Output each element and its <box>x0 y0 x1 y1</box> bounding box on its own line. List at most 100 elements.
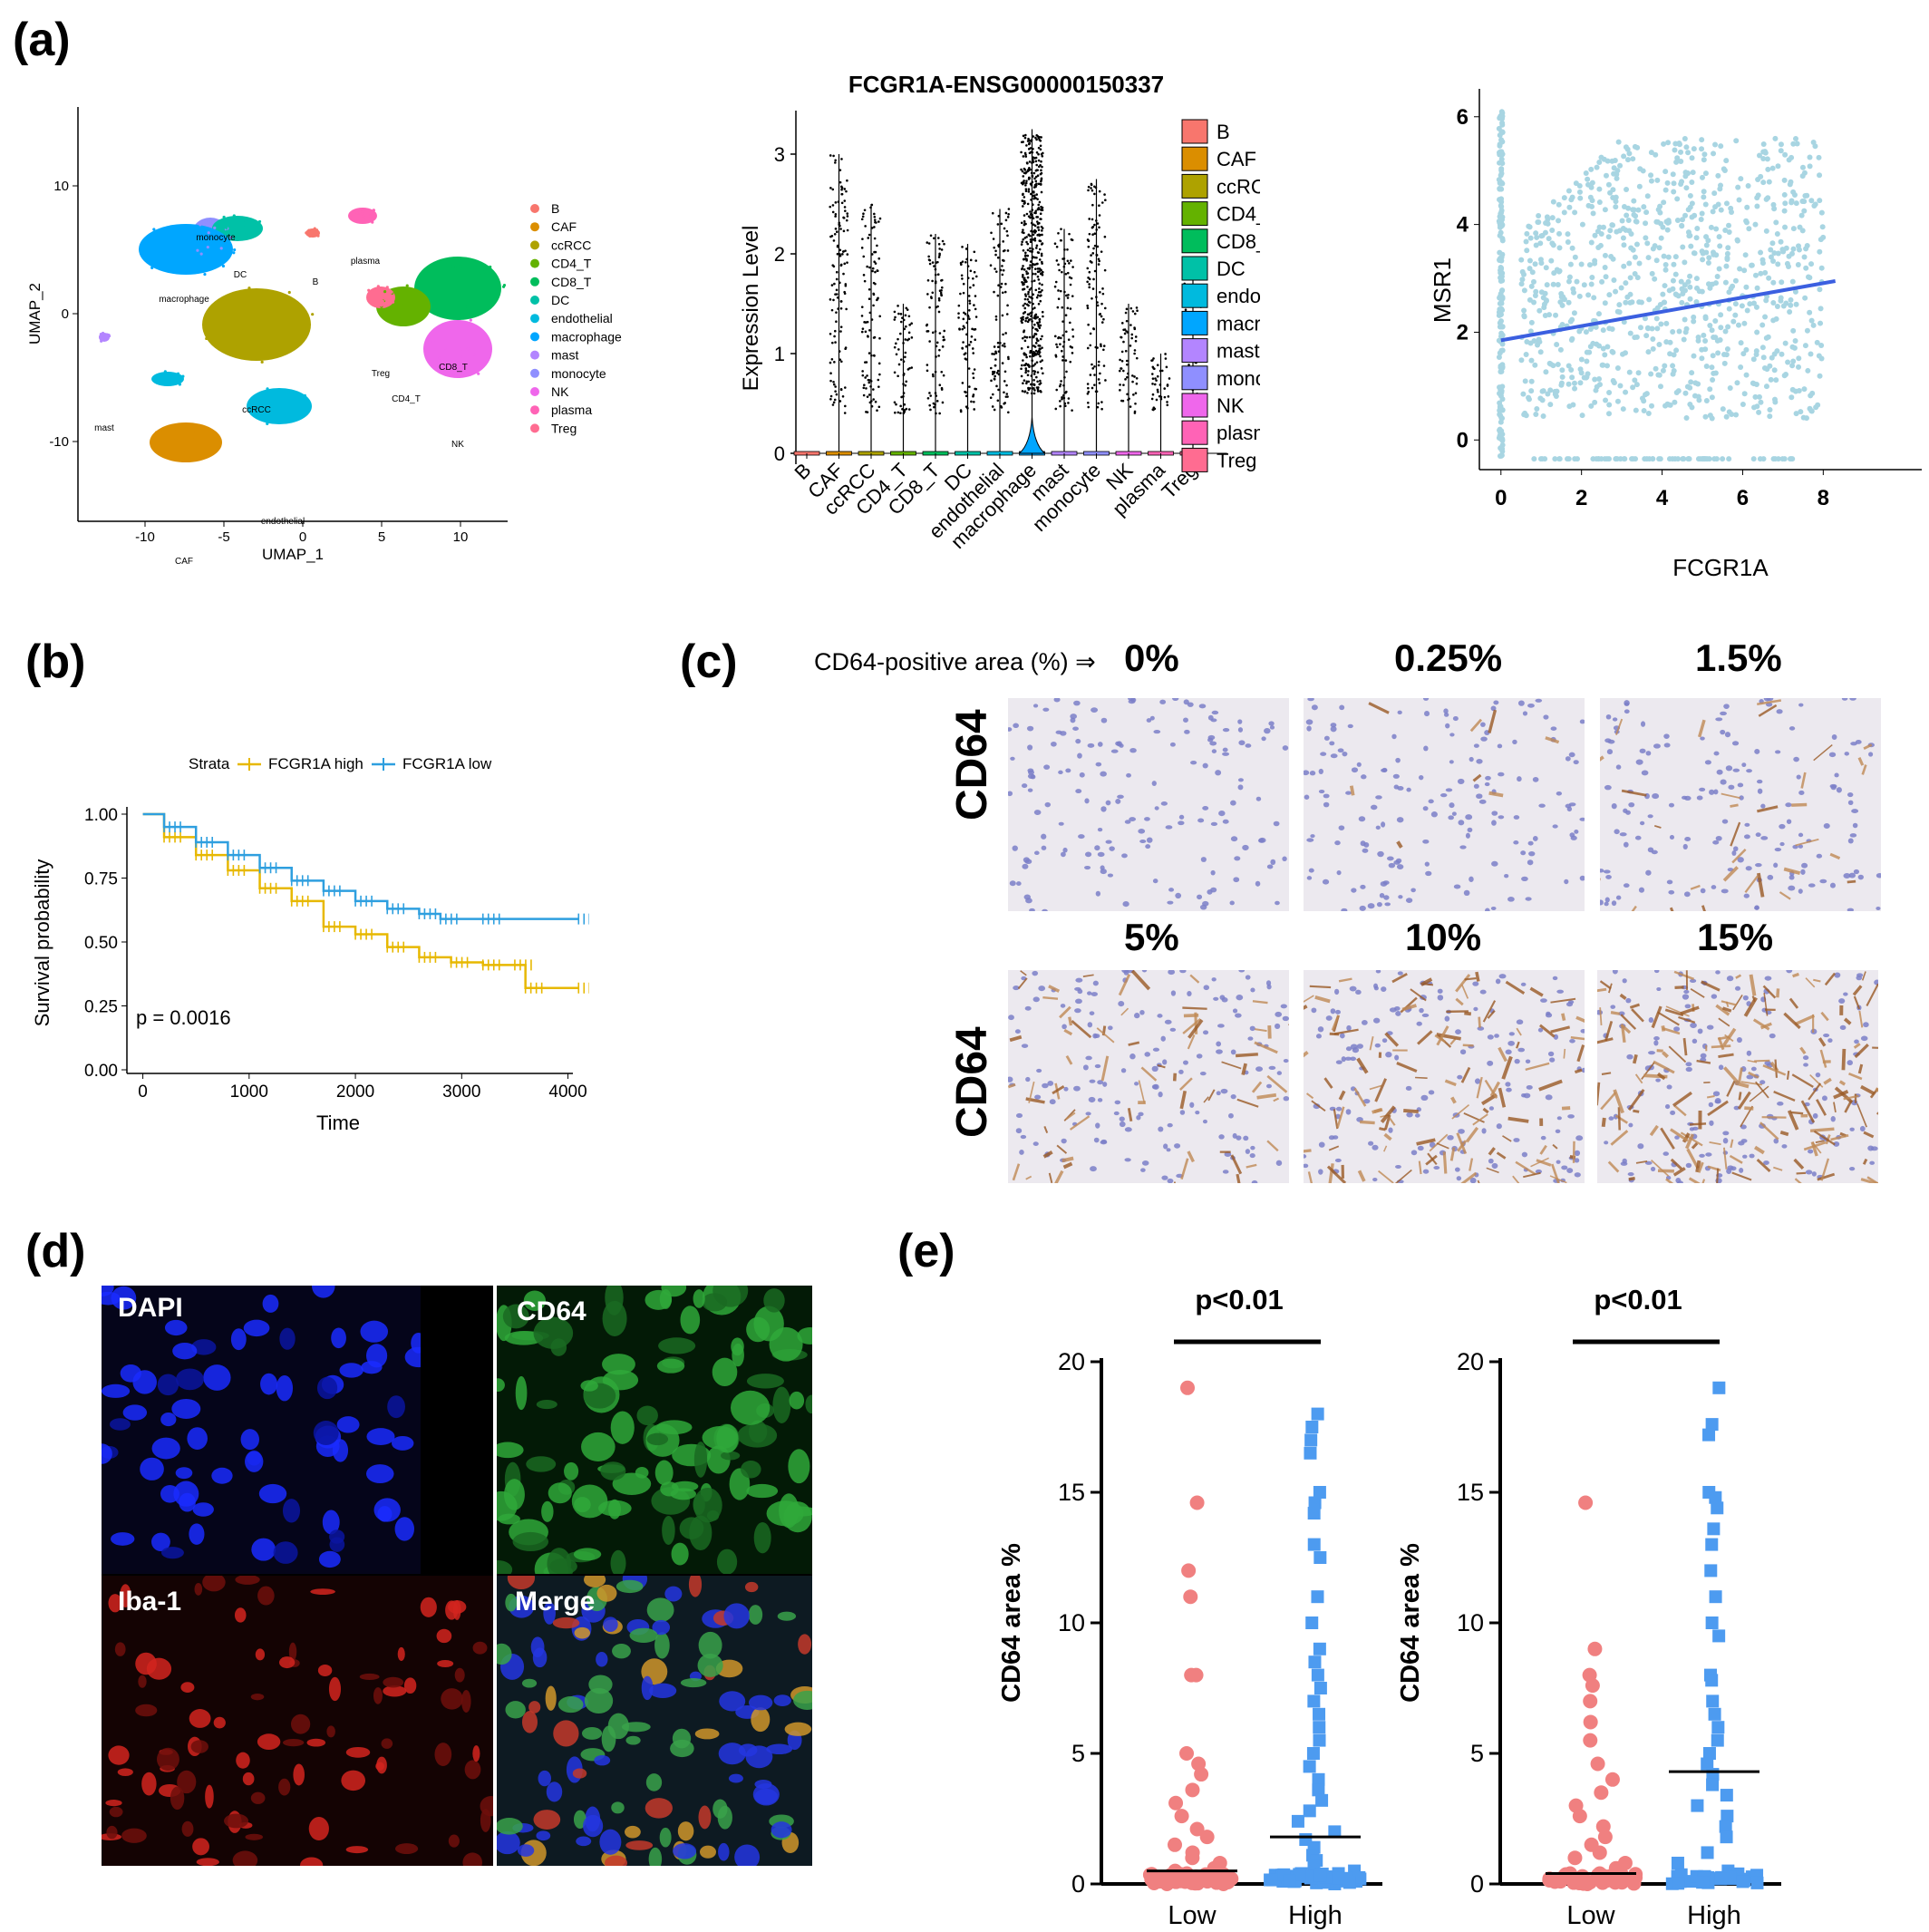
ihc-nucleus <box>1507 1040 1515 1046</box>
ihc-nucleus <box>1275 1160 1283 1166</box>
ihc-nucleus <box>1384 902 1391 907</box>
violin-point <box>965 333 968 336</box>
msr-point <box>1498 287 1505 294</box>
ihc-stain <box>1852 985 1863 996</box>
ihc-stain <box>1800 1100 1816 1123</box>
ihc-stain <box>1684 1133 1695 1150</box>
violin-point <box>1063 290 1066 294</box>
ihc-nucleus <box>1195 1111 1200 1115</box>
fluor-cell <box>594 1754 611 1766</box>
violin-point <box>938 248 941 250</box>
umap-cluster-label: CAF <box>175 557 193 567</box>
violin-point <box>1023 219 1026 223</box>
violin-point <box>1126 393 1129 396</box>
ihc-nucleus <box>1868 752 1874 757</box>
ihc-nucleus <box>1448 815 1454 820</box>
msr-point <box>1750 356 1757 363</box>
msr-point <box>1498 137 1505 143</box>
ihc-nucleus <box>1491 820 1497 826</box>
violin-point <box>995 384 998 388</box>
msr-point <box>1786 253 1792 259</box>
ihc-image-3 <box>1008 970 1289 1183</box>
ihc-nucleus <box>1395 1010 1401 1016</box>
violin-point <box>928 340 931 343</box>
violin-point <box>1037 207 1041 209</box>
violin-point <box>868 287 871 291</box>
violin-point <box>1021 336 1024 340</box>
fluor-cell <box>251 1538 276 1561</box>
ihc-nucleus <box>1843 992 1848 996</box>
violin-point <box>1023 201 1026 205</box>
violin-point <box>905 380 908 383</box>
ihc-nucleus <box>1170 990 1177 996</box>
ihc-stain <box>1843 1094 1859 1101</box>
violin-point <box>1022 265 1024 267</box>
ihc-stain <box>1718 1017 1730 1027</box>
msr-point <box>1687 192 1693 199</box>
violin-point <box>996 223 1000 226</box>
violin-point <box>1033 345 1037 348</box>
ihc-stain <box>1251 1081 1263 1093</box>
umap-point <box>381 299 384 304</box>
ihc-stain <box>1487 1009 1496 1019</box>
violin-point <box>1032 160 1035 163</box>
dot-point <box>1343 1876 1356 1889</box>
ihc-nucleus <box>1268 1065 1276 1071</box>
violin-point <box>1036 198 1039 200</box>
msr-point <box>1722 228 1729 234</box>
ihc-nucleus <box>1437 988 1443 994</box>
fluor-cell <box>625 1735 641 1745</box>
violin-point <box>993 345 996 348</box>
violin-point <box>991 211 994 215</box>
violin-point <box>1093 223 1096 227</box>
violin-point <box>905 325 907 328</box>
umap-legend-swatch <box>530 296 539 305</box>
violin-point <box>1030 221 1033 225</box>
msr-point <box>1771 206 1778 212</box>
msr-point <box>1702 337 1709 344</box>
ihc-nucleus <box>1656 986 1662 992</box>
ihc-stain <box>1718 1035 1730 1041</box>
ihc-stain <box>1809 1127 1835 1132</box>
umap-point <box>502 283 507 287</box>
violin-point <box>996 341 1000 345</box>
msr-point <box>1778 148 1784 154</box>
ihc-stain <box>1314 995 1331 1004</box>
fluor-cell <box>718 1842 730 1861</box>
ihc-stain <box>1743 996 1758 1017</box>
violin-point <box>974 259 977 262</box>
violin-point <box>1103 306 1107 310</box>
msr-point <box>1743 372 1750 378</box>
violin-point <box>1089 374 1092 376</box>
violin-point <box>994 318 998 321</box>
violin-point <box>864 225 867 228</box>
msr-xtick-label: 6 <box>1737 486 1749 510</box>
ihc-nucleus <box>1556 791 1563 796</box>
msr-point <box>1528 283 1535 289</box>
msr-point <box>1526 396 1532 403</box>
ihc-nucleus <box>1141 1160 1149 1166</box>
msr-point <box>1672 147 1678 153</box>
violin-point <box>957 304 961 307</box>
dot-point <box>1185 1850 1200 1866</box>
ihc-stain <box>1189 974 1200 984</box>
violin-point <box>1066 271 1070 275</box>
violin-point <box>845 307 848 311</box>
umap-point <box>395 320 399 324</box>
ihc-stain <box>1853 1043 1861 1049</box>
msr-point <box>1498 324 1504 330</box>
violin-point <box>962 341 964 344</box>
ihc-nucleus <box>1202 805 1209 811</box>
ihc-nucleus <box>1318 1141 1325 1148</box>
violin-point <box>843 262 847 266</box>
msr-point <box>1572 209 1578 216</box>
ihc-nucleus <box>1666 1084 1672 1090</box>
msr-point <box>1679 222 1685 228</box>
ihc-stain <box>1396 840 1403 849</box>
violin-point <box>895 403 897 406</box>
msr-point <box>1712 318 1719 325</box>
msr-point <box>1571 289 1577 296</box>
msr-point <box>1583 170 1589 176</box>
violin-point <box>1006 216 1010 218</box>
violin-point <box>1124 311 1128 315</box>
